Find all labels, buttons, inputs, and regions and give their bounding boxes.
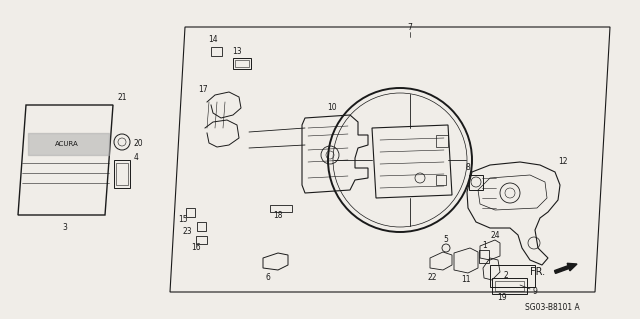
Text: 8: 8	[466, 164, 470, 173]
Text: 6: 6	[266, 273, 271, 283]
Text: 4: 4	[134, 153, 139, 162]
Text: 23: 23	[182, 227, 192, 236]
Bar	[235, 60, 249, 67]
Bar	[469, 175, 483, 190]
Text: 21: 21	[117, 93, 127, 101]
Text: 7: 7	[408, 24, 412, 33]
Bar	[197, 222, 206, 231]
Text: 9: 9	[532, 287, 538, 296]
Bar	[186, 208, 195, 217]
Text: 14: 14	[208, 35, 218, 44]
Text: 20: 20	[134, 138, 143, 147]
Bar	[233, 58, 251, 69]
Text: 18: 18	[273, 211, 283, 220]
Text: 12: 12	[558, 158, 568, 167]
Bar	[490, 265, 535, 287]
Bar	[116, 163, 128, 185]
Text: 2: 2	[503, 271, 508, 279]
Text: 13: 13	[232, 48, 242, 56]
Text: 1: 1	[483, 241, 488, 250]
Bar	[495, 281, 524, 291]
Text: 3: 3	[63, 224, 67, 233]
Bar	[436, 135, 448, 147]
Text: ACURA: ACURA	[55, 141, 79, 147]
Text: 11: 11	[461, 276, 471, 285]
Text: FR.: FR.	[530, 267, 545, 277]
Text: 22: 22	[428, 273, 436, 283]
Bar	[114, 160, 130, 188]
Text: 5: 5	[444, 235, 449, 244]
Text: 24: 24	[490, 231, 500, 240]
Text: SG03-B8101 A: SG03-B8101 A	[525, 303, 579, 313]
Text: 16: 16	[191, 243, 201, 253]
Text: 17: 17	[198, 85, 208, 94]
Bar	[492, 278, 527, 294]
FancyArrow shape	[554, 263, 577, 273]
Bar	[211, 47, 222, 56]
Bar	[479, 250, 489, 263]
Text: 19: 19	[497, 293, 507, 302]
Bar	[270, 205, 292, 212]
Bar	[196, 236, 207, 244]
Bar	[436, 175, 446, 185]
Text: 15: 15	[178, 216, 188, 225]
Text: 10: 10	[327, 102, 337, 112]
